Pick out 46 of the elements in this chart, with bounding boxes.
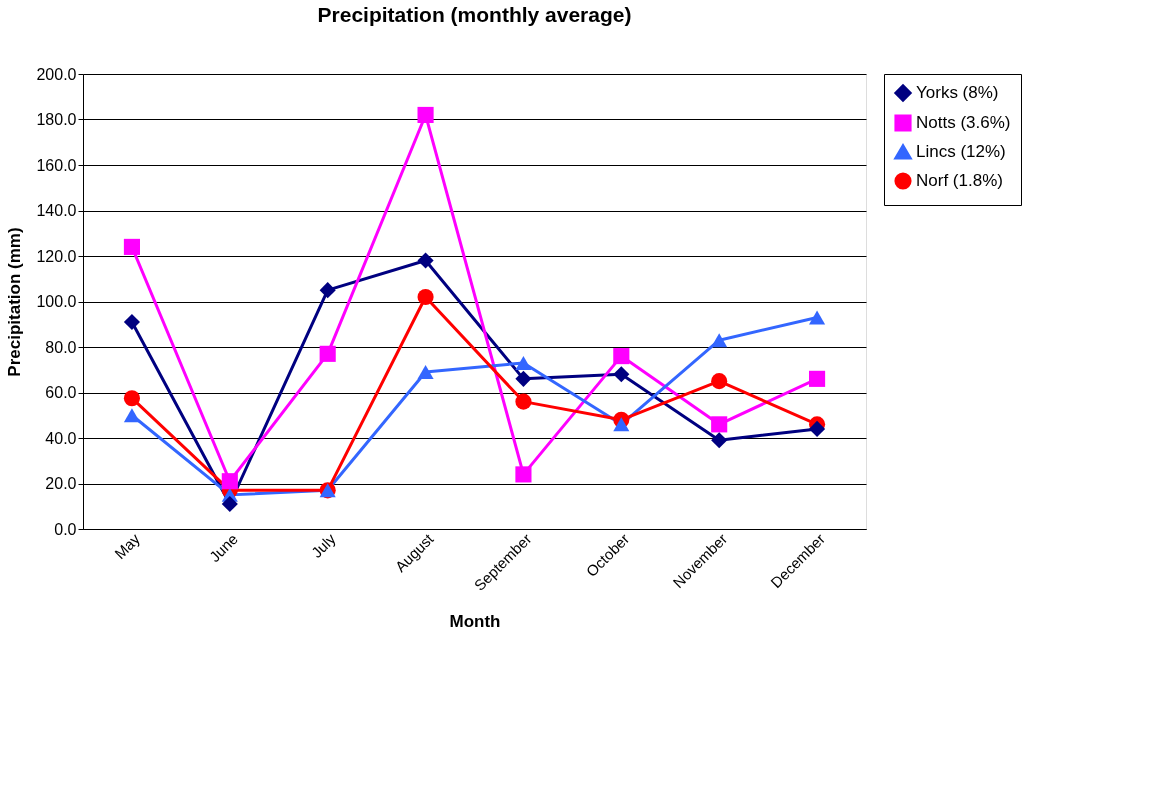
point [515,370,532,387]
point [417,365,434,380]
point [613,417,630,432]
y-tick-label: 100.0 [36,293,77,310]
y-axis-title: Precipitation (mm) [5,227,25,377]
point [123,313,140,331]
y-tick-label: 160.0 [36,156,77,174]
x-tick-label: July [307,529,340,561]
y-tick-label: 200.0 [36,65,77,83]
point [711,333,728,348]
point [515,393,532,410]
point [809,370,826,387]
legend-label: Norf (1.8%) [916,171,1003,190]
point [711,416,728,433]
legend-label: Lincs (12%) [916,142,1006,161]
point [711,373,728,390]
y-tick-label: 40.0 [45,429,77,447]
point [515,466,532,483]
legend-label: Notts (3.6%) [916,113,1011,132]
point [613,366,630,383]
point [123,390,140,407]
x-axis-title: Month [449,611,501,631]
point [417,106,434,124]
point [319,282,336,299]
point [221,495,238,513]
point [417,288,434,305]
point [319,345,336,362]
x-tick-label: May [110,529,144,563]
y-tick-label: 0.0 [54,520,77,538]
chart-title: Precipitation (monthly average) [317,3,632,26]
point [123,238,140,255]
y-tick-label: 60.0 [45,384,77,401]
point [613,348,630,365]
point [417,252,434,269]
y-tick-label: 80.0 [45,338,77,356]
point [515,355,532,370]
point [809,420,826,437]
point [711,432,728,449]
point [123,408,140,423]
y-tick-label: 20.0 [45,475,77,492]
y-tick-label: 180.0 [36,111,77,128]
y-tick-label: 120.0 [36,247,77,265]
legend-label: Yorks (8%) [916,83,999,102]
y-tick-label: 140.0 [36,202,77,219]
point [221,473,238,490]
point [809,310,826,325]
